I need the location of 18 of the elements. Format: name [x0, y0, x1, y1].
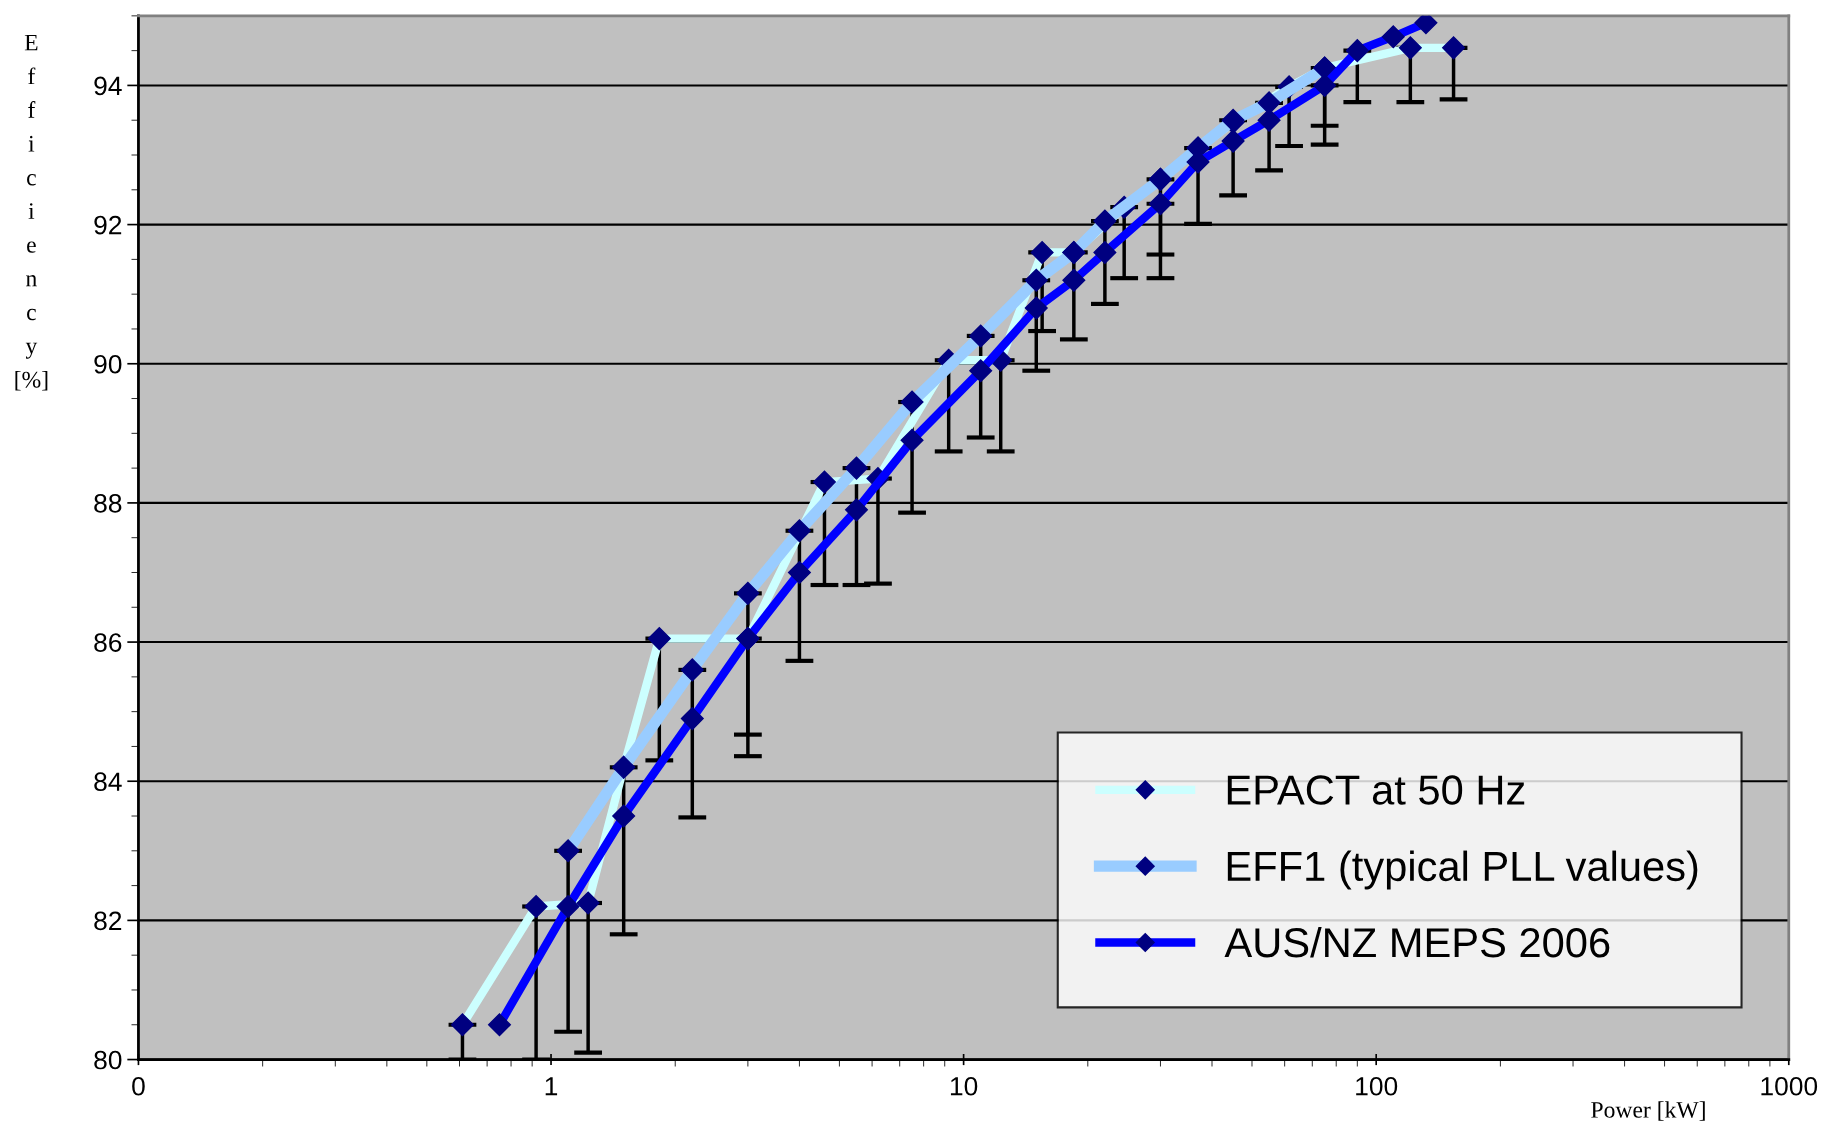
y-tick-label: 90: [94, 354, 122, 374]
x-tick-label: 1000: [1761, 1076, 1818, 1096]
legend-label: EPACT at 50 Hz: [1227, 775, 1525, 805]
y-tick-label: 84: [94, 772, 122, 792]
x-tick-label: 0: [132, 1076, 145, 1096]
y-tick-label: 82: [94, 911, 122, 931]
legend-label: EFF1 (typical PLL values): [1227, 850, 1698, 890]
y-tick-label: 80: [94, 1050, 122, 1070]
x-axis-title: Power [kW]: [1591, 1101, 1705, 1121]
y-tick-label: 88: [94, 494, 122, 513]
y-tick-label: 86: [94, 633, 122, 652]
y-tick-label: 92: [94, 215, 122, 235]
x-tick-label: 10: [950, 1076, 978, 1096]
x-tick-label: 1: [545, 1077, 558, 1096]
x-tick-label: 100: [1356, 1076, 1398, 1096]
legend-label: AUS/NZ MEPS 2006: [1224, 926, 1610, 958]
text: Efficiency [%]: [15, 34, 48, 391]
y-tick-label: 94: [94, 76, 122, 96]
